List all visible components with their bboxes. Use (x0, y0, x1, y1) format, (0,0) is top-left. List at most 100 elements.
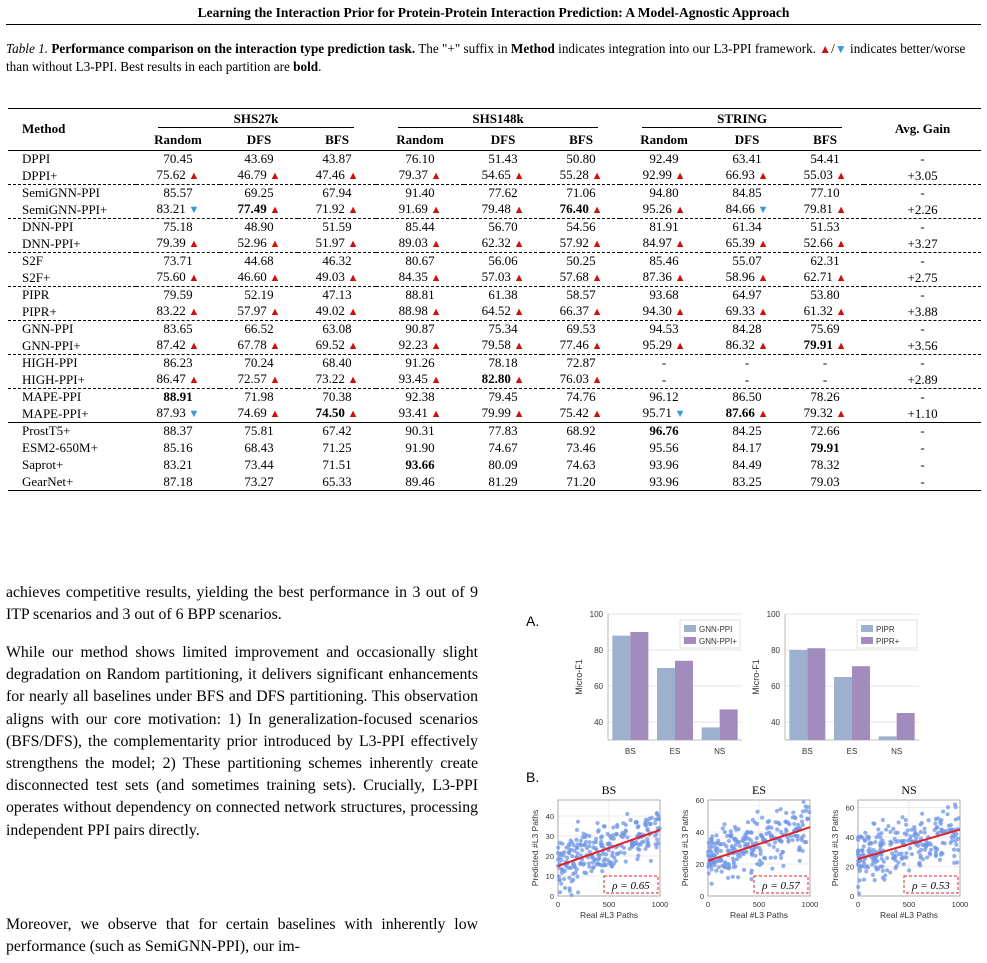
avg-gain-cell: +2.26 (907, 201, 938, 217)
method-cell: GearNet+ (8, 473, 136, 491)
subcol-header: BFS (569, 132, 593, 147)
fit-line (707, 826, 811, 862)
value-text: 92.99 (642, 167, 672, 182)
scatter-point (917, 860, 922, 865)
value-text: 79.81 (803, 201, 833, 216)
scatter-point (576, 890, 581, 895)
up-triangle-icon: ▲ (266, 170, 281, 182)
value-text: 89.03 (398, 235, 428, 250)
caption-text-3: indicates better/worse than without L3-P… (6, 41, 966, 74)
up-triangle-icon: ▲ (510, 374, 525, 386)
y-tick-label: 20 (546, 852, 554, 861)
value-text: 73.22 (315, 371, 345, 386)
scatter-point (720, 863, 725, 868)
scatter-point (856, 884, 861, 890)
value-text: 93.41 (398, 405, 428, 420)
value-cell: 68.43 (220, 440, 298, 457)
method-cell: DPPI+ (22, 167, 58, 183)
scatter-point (885, 856, 890, 861)
scatter-point (784, 819, 789, 825)
value-cell: 64.97 (708, 286, 787, 304)
group-header: SHS148k (376, 108, 621, 131)
method-cell: SemiGNN-PPI+ (22, 201, 108, 217)
value-cell: 44.68 (220, 252, 298, 270)
value-cell: 95.71 ▼ (620, 405, 708, 423)
value-cell: 93.96 (620, 457, 708, 474)
value-cell: 94.53 (620, 320, 709, 338)
scatter-point (876, 866, 881, 871)
value-cell: 75.69 (786, 320, 865, 338)
scatter-point (630, 841, 635, 846)
value-text: 75.18 (163, 219, 193, 234)
scatter-point (904, 822, 909, 827)
scatter-point (567, 875, 572, 880)
scatter-point (956, 816, 961, 821)
scatter-point (787, 822, 792, 827)
scatter-point (749, 868, 754, 873)
scatter-point (899, 851, 904, 856)
value-cell: 91.90 (376, 440, 464, 457)
value-cell: 75.81 (220, 422, 298, 440)
value-cell: - (786, 354, 865, 372)
value-cell: 76.10 (376, 150, 465, 168)
body-paragraph-3: Moreover, we observe that for certain ba… (6, 916, 478, 956)
scatter-point (730, 856, 735, 861)
scatter-point (620, 834, 625, 840)
table-row: S2F 73.71 44.68 46.32 80.67 56.06 50.25 85.46 55… (8, 252, 982, 270)
scatter-point (722, 860, 728, 865)
table-row: ESM2-650M+ 85.16 68.43 71.25 91.90 74.67 73.46… (8, 440, 981, 457)
scatter-point (571, 843, 576, 848)
scatter-point (755, 862, 760, 867)
value-text: 91.90 (405, 439, 435, 455)
avg-gain-cell: - (864, 388, 982, 406)
caption-label: Table 1. (6, 41, 49, 56)
value-cell: 79.59 (136, 286, 220, 304)
subcol-header: DFS (246, 132, 272, 147)
value-cell: 79.45 (464, 388, 543, 406)
value-cell: 72.87 (542, 354, 621, 372)
method-cell: S2F+ (22, 269, 51, 285)
scatter-point (922, 830, 927, 835)
value-cell: - (620, 372, 708, 389)
scatter-point (570, 854, 575, 859)
value-cell: 66.52 (220, 320, 298, 338)
value-cell: 87.18 (136, 473, 220, 491)
subcol-header: BFS (325, 132, 349, 147)
legend-swatch (861, 625, 873, 632)
value-cell: 70.45 (136, 150, 220, 168)
scatter-point (870, 862, 875, 867)
value-cell: 77.49 ▲ (220, 201, 298, 219)
method-cell: ESM2-650M+ (22, 439, 98, 455)
value-text: 83.21 (156, 201, 186, 216)
value-text: 81.91 (649, 219, 679, 234)
scatter-point (605, 857, 610, 863)
scatter-point (799, 819, 805, 824)
scatter-point (582, 842, 587, 847)
value-text: 55.07 (732, 253, 762, 268)
scatter-point (859, 864, 864, 869)
scatter-point (886, 823, 891, 829)
scatter-point (634, 819, 639, 825)
scatter-point (754, 836, 759, 841)
up-triangle-icon: ▲ (832, 306, 847, 318)
plot-frame (857, 799, 961, 897)
value-cell: 77.62 (464, 184, 543, 202)
scatter-point (574, 837, 579, 842)
value-text: 51.53 (810, 219, 840, 234)
scatter-point (860, 848, 865, 853)
header-rule (6, 24, 981, 25)
value-text: 86.50 (732, 389, 762, 404)
value-cell: 92.49 (620, 150, 709, 168)
value-cell: 71.51 (298, 457, 376, 474)
scatter-point (654, 845, 659, 850)
scatter-point (709, 867, 714, 872)
rho-box (603, 875, 659, 894)
bar (657, 668, 675, 740)
scatter-point (807, 809, 812, 815)
scatter-point (939, 850, 944, 855)
legend-swatch (684, 625, 696, 632)
legend-label: GNN-PPI+ (699, 637, 737, 646)
scatter-title: NS (901, 783, 916, 797)
value-text: 56.70 (488, 219, 518, 234)
scatter-point (622, 851, 627, 856)
